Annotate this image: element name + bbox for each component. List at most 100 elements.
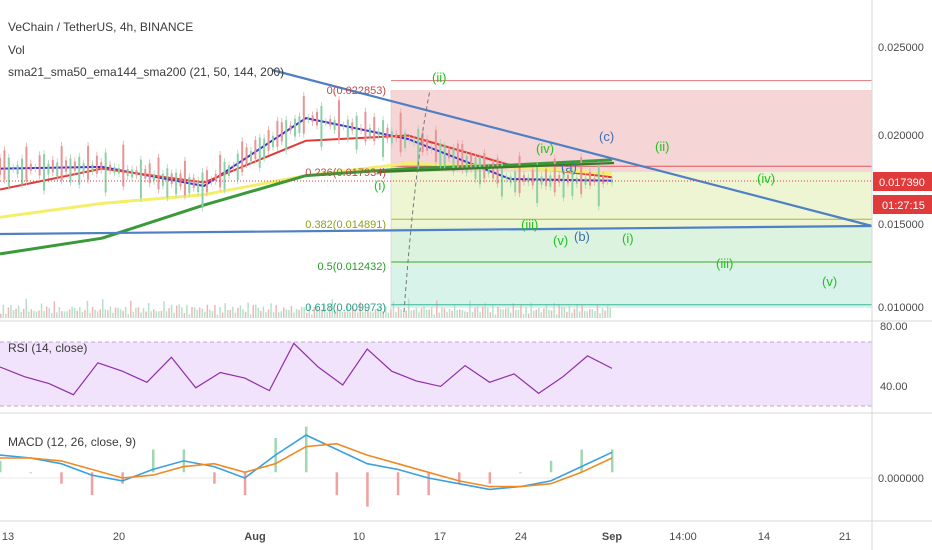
candle-body	[289, 125, 292, 131]
volume-bar	[158, 311, 160, 318]
volume-bar	[293, 312, 295, 318]
candle-body	[276, 120, 279, 147]
candle-body	[382, 120, 385, 157]
rsi-band	[0, 342, 872, 406]
time-tick: 14	[758, 531, 770, 543]
candle-body	[56, 162, 59, 177]
candle-body	[78, 156, 81, 185]
volume-bar	[453, 303, 456, 318]
volume-bar	[395, 311, 397, 318]
volume-bar	[469, 300, 471, 318]
volume-bar	[109, 306, 112, 318]
candle-body	[417, 128, 420, 167]
volume-bar	[122, 310, 124, 318]
volume-bar	[150, 311, 152, 318]
volume-bar	[112, 312, 114, 318]
price-tick: 0.020000	[878, 130, 924, 142]
volume-bar	[270, 303, 272, 318]
candle-body	[593, 178, 596, 182]
candle-body	[544, 168, 547, 187]
candle-body	[562, 169, 565, 198]
candle-body	[170, 173, 173, 184]
volume-bar	[73, 307, 76, 318]
volume-bar	[272, 312, 275, 318]
volume-bar	[61, 311, 63, 318]
trendlines[interactable]	[0, 68, 873, 313]
candle-body	[373, 117, 376, 142]
volume-bar	[191, 307, 193, 318]
volume-bar	[563, 307, 566, 318]
volume-bar	[507, 307, 509, 318]
candle-body	[496, 158, 499, 184]
volume-bar	[252, 304, 254, 318]
candle-body	[135, 170, 138, 176]
candle-body	[232, 166, 235, 168]
candle-body	[12, 168, 15, 170]
volume-bar	[30, 309, 33, 318]
rsi-tick: 80.00	[880, 321, 908, 333]
candle-body	[60, 146, 63, 181]
candle-body	[316, 112, 319, 126]
candle-body	[21, 158, 24, 185]
candle-body	[3, 150, 6, 180]
volume-bar	[525, 307, 527, 318]
volume-bar	[430, 307, 433, 318]
candle-body	[571, 170, 574, 196]
volume-bar	[344, 311, 346, 318]
candle-body	[412, 140, 415, 144]
candle-body	[531, 169, 534, 186]
macd-histogram-bar	[152, 449, 155, 473]
volume-bar	[25, 298, 27, 318]
volume-bar	[550, 310, 553, 318]
volume-bar	[135, 307, 137, 318]
candle-body	[73, 161, 76, 171]
candle-body	[536, 165, 539, 203]
volume-bar	[566, 311, 568, 318]
volume-bar	[204, 312, 206, 318]
volume-bar	[334, 310, 336, 318]
volume-bar	[594, 311, 596, 318]
candle-body	[192, 177, 195, 188]
wave-label: (i)	[622, 231, 634, 246]
volume-bar	[599, 313, 601, 318]
volume-bar	[420, 308, 423, 318]
volume-bar	[17, 305, 20, 318]
fib-label-05: 0.5(0.012432)	[318, 261, 387, 273]
volume-bar	[321, 309, 323, 318]
macd-histogram-bar	[29, 472, 33, 474]
time-tick: 20	[113, 531, 125, 543]
candle-body	[29, 163, 32, 171]
candle-body	[320, 105, 323, 147]
volume-bar	[520, 305, 522, 318]
volume-bar	[558, 304, 560, 318]
volume-bar	[504, 308, 507, 318]
volume-bar	[170, 304, 173, 318]
volume-bar	[5, 313, 7, 318]
time-tick: 14:00	[669, 531, 697, 543]
volume-bar	[58, 307, 61, 318]
candle-body	[368, 127, 371, 137]
candle-body	[16, 164, 19, 175]
candle-body	[470, 154, 473, 170]
volume-bar	[408, 298, 410, 318]
volume-bar	[255, 304, 257, 318]
countdown-value: 01:27:15	[882, 200, 925, 212]
volume-bar	[209, 309, 211, 318]
volume-bar	[331, 299, 333, 318]
ma-indicator-label: sma21_sma50_ema144_sma200 (21, 50, 144, …	[8, 65, 284, 79]
volume-bar	[364, 307, 367, 318]
price-axis[interactable]: 0.025000 0.020000 0.015000 0.010000	[878, 42, 924, 314]
fib-label-0236: 0.236(0.017934)	[305, 167, 386, 179]
volume-bar	[601, 308, 604, 318]
wave-label: (v)	[822, 274, 837, 289]
time-axis[interactable]: 13 20 Aug 10 17 24 Sep 14:00 14 21	[2, 531, 851, 543]
volume-bar	[48, 308, 50, 318]
wave-label: (iii)	[521, 217, 538, 232]
volume-bar	[7, 307, 10, 318]
candle-body	[364, 111, 367, 142]
volume-bar	[576, 304, 578, 318]
volume-bar	[224, 303, 226, 318]
candle-body	[580, 157, 583, 195]
volume-bar	[517, 309, 520, 318]
